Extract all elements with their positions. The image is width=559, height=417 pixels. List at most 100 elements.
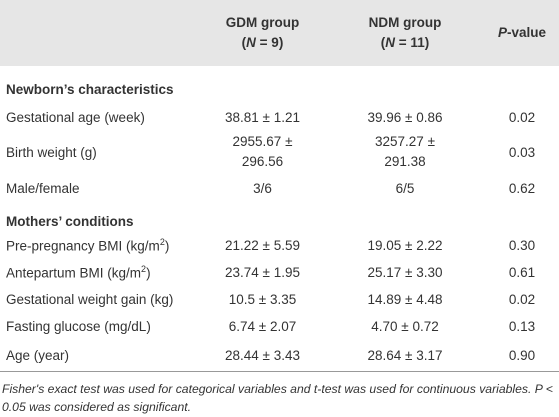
value-cell: 21.22 ± 5.59 [200, 232, 325, 259]
row-label: Fasting glucose (mg/dL) [6, 319, 151, 334]
header-text: -value [506, 25, 547, 40]
value-cell: 38.81 ± 1.21 [200, 104, 325, 130]
header-cell: P-value [485, 0, 559, 66]
row-label-sup: 2 [141, 264, 147, 275]
data-row: Fasting glucose (mg/dL) 6.74 ± 2.07 4.70 ±… [0, 313, 559, 340]
value-cell: 0.90 [485, 340, 559, 372]
gdm-value: 6.74 ± 2.07 [228, 319, 297, 334]
value-cell: 39.96 ± 0.86 [325, 104, 485, 130]
value-cell: 3/6 [200, 174, 325, 202]
section-title: Mothers’ conditions [6, 213, 134, 229]
section-cell: Newborn’s characteristics [0, 66, 559, 104]
value-cell: 19.05 ± 2.22 [325, 232, 485, 259]
data-row: Gestational weight gain (kg) 10.5 ± 3.35 1… [0, 286, 559, 313]
table-header: GDM group (N = 9) NDM group (N = 11) P-val… [0, 0, 559, 66]
value-cell: 0.30 [485, 232, 559, 259]
label-cell: Pre-pregnancy BMI (kg/m2) [0, 232, 200, 259]
header-text: NDM group [368, 15, 442, 30]
p-value: 0.90 [508, 347, 536, 363]
value-cell: 14.89 ± 4.48 [325, 286, 485, 313]
label-cell: Fasting glucose (mg/dL) [0, 313, 200, 340]
gdm-value: 2955.67 ± 296.56 [232, 134, 293, 169]
label-cell: Gestational weight gain (kg) [0, 286, 200, 313]
data-row: Gestational age (week) 38.81 ± 1.21 39.96 … [0, 104, 559, 130]
gdm-value: 10.5 ± 3.35 [228, 292, 297, 307]
ndm-value: 14.89 ± 4.48 [367, 292, 443, 307]
value-cell: 6/5 [325, 174, 485, 202]
value-cell: 28.44 ± 3.43 [200, 340, 325, 372]
row-label: Age (year) [6, 347, 70, 363]
value-cell: 0.03 [485, 130, 559, 174]
header-text: P [497, 25, 507, 40]
row-label: Gestational weight gain (kg) [6, 292, 174, 307]
ndm-value: 25.17 ± 3.30 [367, 265, 443, 280]
label-cell: Age (year) [0, 340, 200, 372]
gdm-value: 28.44 ± 3.43 [225, 347, 300, 363]
p-value: 0.02 [508, 292, 536, 307]
header-cell: NDM group (N = 11) [325, 0, 485, 66]
value-cell: 0.62 [485, 174, 559, 202]
value-cell: 0.61 [485, 259, 559, 286]
value-cell: 4.70 ± 0.72 [325, 313, 485, 340]
data-table: GDM group (N = 9) NDM group (N = 11) P-val… [0, 0, 559, 372]
p-value: 0.03 [508, 144, 536, 160]
ndm-value: 28.64 ± 3.17 [367, 347, 443, 363]
row-label: Birth weight (g) [6, 144, 97, 160]
value-cell: 2955.67 ± 296.56 [200, 130, 325, 174]
label-cell: Antepartum BMI (kg/m2) [0, 259, 200, 286]
section-title: Newborn’s characteristics [6, 81, 174, 97]
data-row: Antepartum BMI (kg/m2) 23.74 ± 1.95 25.17 … [0, 259, 559, 286]
value-cell: 3257.27 ± 291.38 [325, 130, 485, 174]
label-cell: Male/female [0, 174, 200, 202]
ndm-value: 3257.27 ± 291.38 [375, 134, 435, 169]
gdm-value: 3/6 [253, 180, 272, 196]
value-cell: 0.13 [485, 313, 559, 340]
data-row: Birth weight (g) 2955.67 ± 296.56 3257.27 … [0, 130, 559, 174]
header-text: N [385, 35, 396, 50]
header-cell: GDM group (N = 9) [200, 0, 325, 66]
row-label-end: ) [146, 265, 151, 281]
header-text: ( [380, 35, 386, 50]
value-cell: 0.02 [485, 286, 559, 313]
row-label-end: ) [164, 238, 170, 254]
label-cell: Birth weight (g) [0, 130, 200, 174]
data-row: Pre-pregnancy BMI (kg/m2) 21.22 ± 5.59 19.… [0, 232, 559, 259]
ndm-value: 39.96 ± 0.86 [367, 109, 443, 125]
gdm-value: 23.74 ± 1.95 [225, 265, 300, 280]
value-cell: 10.5 ± 3.35 [200, 286, 325, 313]
table-body: Newborn’s characteristics Gestational age… [0, 66, 559, 372]
gdm-value: 38.81 ± 1.21 [225, 109, 300, 125]
ndm-value: 19.05 ± 2.22 [367, 238, 443, 253]
value-cell: 25.17 ± 3.30 [325, 259, 485, 286]
value-cell: 28.64 ± 3.17 [325, 340, 485, 372]
p-value: 0.13 [508, 319, 536, 334]
ndm-value: 4.70 ± 0.72 [371, 319, 439, 334]
label-cell: Gestational age (week) [0, 104, 200, 130]
p-value: 0.61 [508, 265, 536, 280]
section-row: Newborn’s characteristics [0, 66, 559, 104]
data-row: Age (year) 28.44 ± 3.43 28.64 ± 3.17 0.90 [0, 340, 559, 372]
p-value: 0.02 [508, 109, 536, 125]
row-label: Male/female [6, 180, 80, 196]
header-text: N [246, 35, 256, 50]
header-text: GDM group [225, 15, 300, 30]
footnote: Fisher's exact test was used for categor… [2, 381, 553, 414]
row-label: Antepartum BMI (kg/m [6, 265, 142, 281]
value-cell: 0.02 [485, 104, 559, 130]
row-label: Pre-pregnancy BMI (kg/m [6, 238, 160, 254]
row-label-sup: 2 [159, 237, 165, 248]
section-cell: Mothers’ conditions [0, 202, 559, 232]
gdm-value: 21.22 ± 5.59 [225, 238, 300, 253]
p-value: 0.30 [508, 238, 536, 253]
value-cell: 6.74 ± 2.07 [200, 313, 325, 340]
header-row: GDM group (N = 9) NDM group (N = 11) P-val… [0, 0, 559, 66]
row-label: Gestational age (week) [6, 109, 145, 125]
ndm-value: 6/5 [395, 180, 415, 196]
p-value: 0.62 [508, 180, 536, 196]
value-cell: 23.74 ± 1.95 [200, 259, 325, 286]
data-row: Male/female 3/6 6/5 0.62 [0, 174, 559, 202]
header-text: = 9) [255, 35, 284, 50]
header-cell [0, 0, 200, 66]
section-row: Mothers’ conditions [0, 202, 559, 232]
